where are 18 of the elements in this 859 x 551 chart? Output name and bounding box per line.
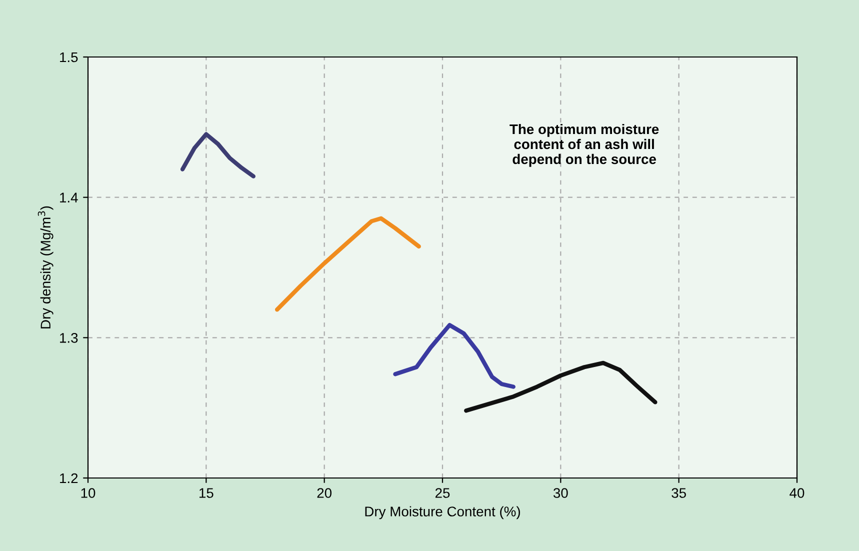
y-tick-label: 1.4 (60, 192, 78, 202)
x-tick-label: 30 (553, 488, 568, 498)
y-tick-label: 1.2 (60, 473, 78, 484)
x-tick-label: 20 (317, 488, 332, 498)
y-tick-label: 1.5 (60, 52, 78, 62)
line-series (393, 322, 516, 389)
x-tick-label: 10 (81, 488, 96, 498)
y-axis-title: Dry density (Mg/m$^{3}$) (38, 206, 54, 328)
line-series (274, 216, 421, 312)
annotation: The optimum moisture content of an ash will depend on the source (510, 124, 659, 167)
line-series (464, 360, 658, 413)
x-tick-label: 40 (790, 488, 804, 498)
line-series (180, 132, 256, 178)
x-axis-title: Dry Moisture Content (%) (365, 506, 520, 520)
x-tick-label: 35 (672, 488, 686, 498)
x-tick-label: 15 (200, 488, 214, 498)
y-tick-label: 1.3 (60, 333, 78, 343)
x-tick-label: 25 (435, 488, 450, 498)
